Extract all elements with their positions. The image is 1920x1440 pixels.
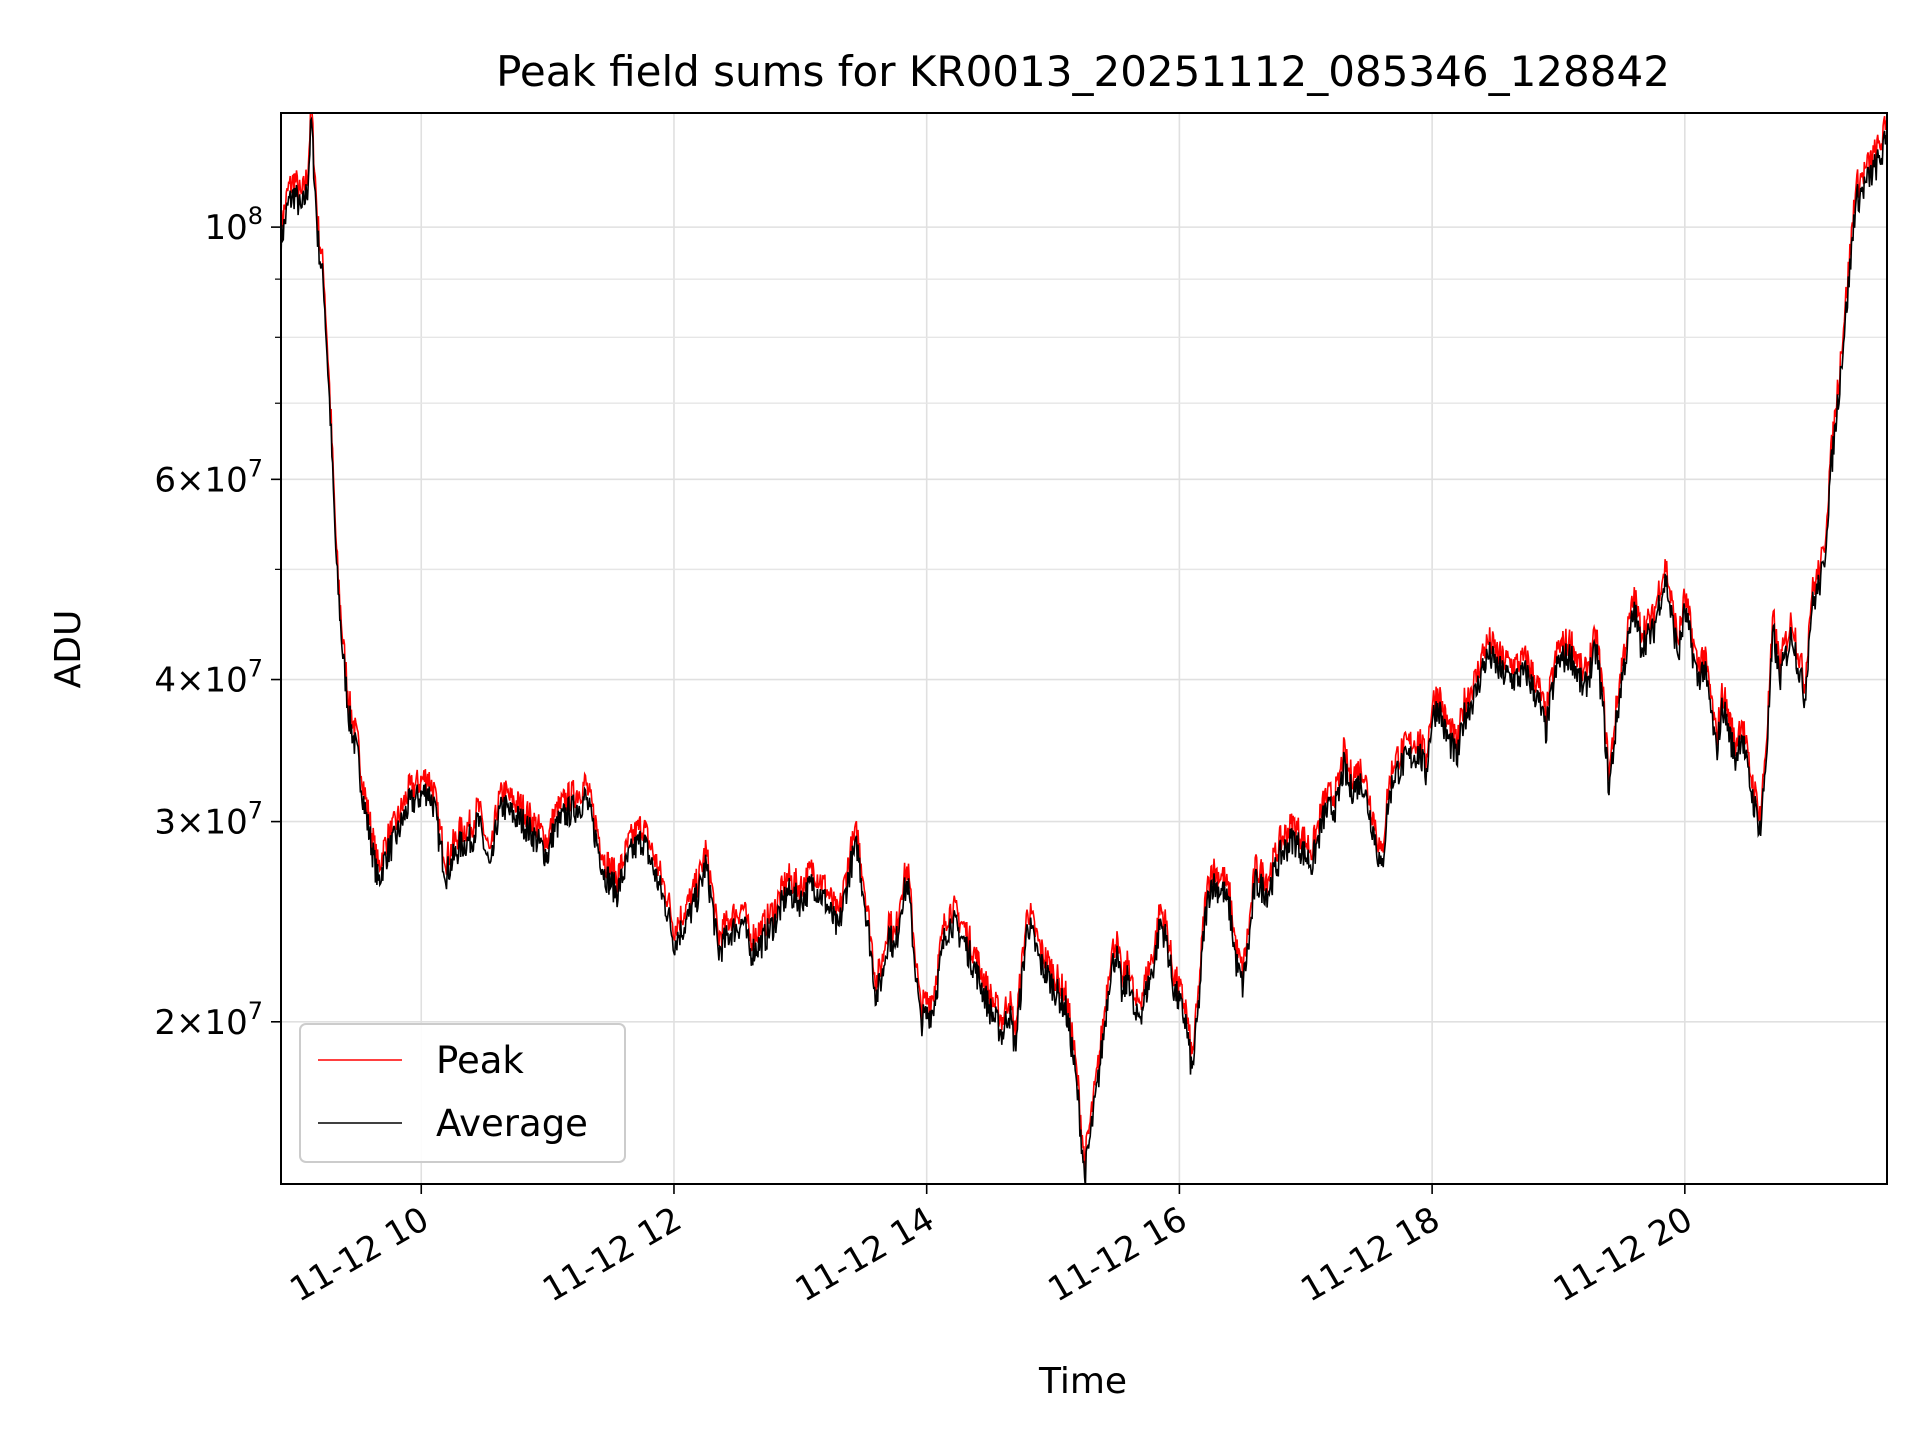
y-tick-label: 3×107 <box>154 797 263 843</box>
series-line-average <box>281 116 1887 1184</box>
y-axis-label: ADU <box>48 610 89 689</box>
legend: Peak Average <box>299 1023 626 1163</box>
y-tick-label: 108 <box>204 202 263 248</box>
series-line-peak <box>281 113 1887 1173</box>
x-axis-label: Time <box>1038 1361 1127 1402</box>
y-axis-ticks: 2×107 3×107 4×107 6×107 108 <box>154 202 281 1043</box>
y-tick-label: 2×107 <box>154 997 263 1043</box>
legend-label-peak: Peak <box>436 1039 524 1082</box>
chart-title: Peak field sums for KR0013_20251112_0853… <box>496 47 1670 96</box>
series-layer <box>281 113 1887 1184</box>
legend-label-average: Average <box>436 1102 588 1145</box>
y-tick-label: 6×107 <box>154 454 263 500</box>
legend-box <box>299 1023 626 1163</box>
grid-lines <box>281 113 1887 1184</box>
y-tick-label: 4×107 <box>154 655 263 701</box>
plot-frame <box>280 112 1888 1185</box>
